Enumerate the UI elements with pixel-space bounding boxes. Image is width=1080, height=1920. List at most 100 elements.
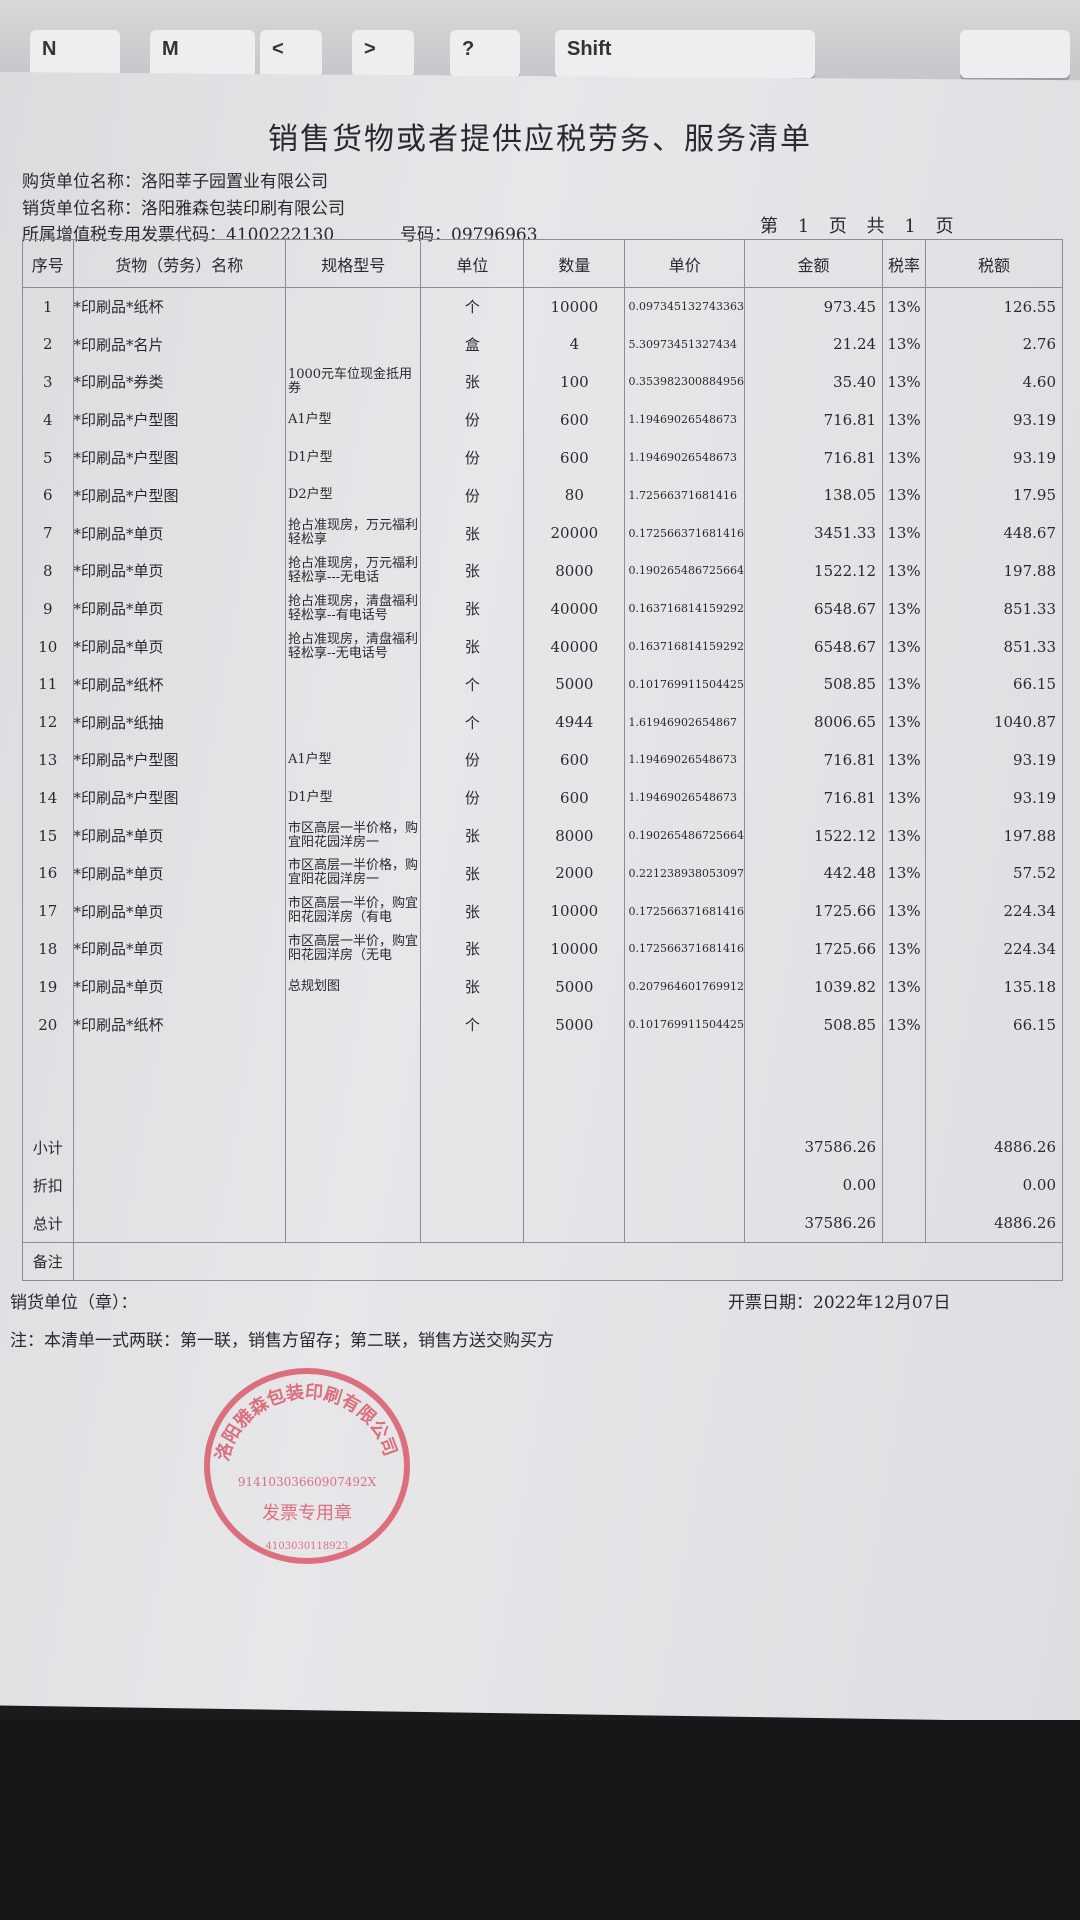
table-cell: 1.19469026548673 — [624, 778, 745, 817]
table-cell: 12 — [22, 703, 74, 742]
table-cell: 2 — [22, 325, 74, 364]
table-cell: 851.33 — [924, 627, 1064, 666]
table-cell: 21.24 — [743, 325, 883, 364]
summary-cell: 0.00 — [924, 1166, 1064, 1205]
remark-value — [72, 1241, 1064, 1281]
table-cell: 3451.33 — [743, 514, 883, 553]
table-cell: *印刷品*纸杯 — [72, 287, 286, 326]
table-cell: *印刷品*单页 — [72, 627, 286, 666]
seller-name: 销货单位名称：洛阳雅森包装印刷有限公司 — [22, 199, 345, 219]
key-greater-than: > — [352, 30, 414, 78]
table-cell: 1.19469026548673 — [624, 741, 745, 779]
table-cell: *印刷品*单页 — [72, 552, 286, 590]
column-header: 金额 — [743, 239, 883, 288]
table-cell: 10000 — [523, 287, 625, 326]
table-cell: 66.15 — [924, 665, 1064, 704]
table-cell: 1725.66 — [743, 930, 883, 968]
table-cell — [284, 287, 421, 326]
table-row: 13 *印刷品*户型图 A1户型份 600 1.19469026548673 716.81… — [22, 741, 1064, 779]
table-cell: 973.45 — [743, 287, 883, 326]
table-cell: 1039.82 — [743, 967, 883, 1006]
table-cell: 1.61946902654867 — [624, 703, 745, 742]
table-cell: 716.81 — [743, 438, 883, 477]
column-header: 税率 — [882, 239, 926, 288]
table-cell: *印刷品*纸抽 — [72, 703, 286, 742]
summary-cell — [284, 1166, 421, 1205]
table-cell: 0.163716814159292 — [624, 627, 745, 666]
table-cell: *印刷品*单页 — [72, 816, 286, 855]
table-cell: 126.55 — [924, 287, 1064, 326]
table-cell: 20000 — [523, 514, 625, 553]
key-up — [960, 30, 1070, 78]
summary-cell: 4886.26 — [924, 1128, 1064, 1167]
table-cell: 93.19 — [924, 741, 1064, 779]
table-row: 4 *印刷品*户型图 A1户型份 600 1.19469026548673 716.81 1… — [22, 400, 1064, 439]
table-cell: 5000 — [523, 967, 625, 1006]
table-cell: 8000 — [523, 816, 625, 855]
page-info: 第 1 页 共 1 页 — [760, 216, 954, 237]
table-cell: 1.19469026548673 — [624, 438, 745, 477]
table-cell: 600 — [523, 400, 625, 439]
table-cell: *印刷品*户型图 — [72, 476, 286, 515]
table-cell: D1户型 — [284, 438, 421, 477]
key-less-than: < — [260, 30, 322, 78]
table-cell: 张 — [420, 930, 524, 968]
table-cell: 13% — [882, 287, 926, 326]
table-cell: 224.34 — [924, 930, 1064, 968]
remark-row: 备注 — [22, 1241, 1064, 1281]
table-cell: 11 — [22, 665, 74, 704]
table-row: 6 *印刷品*户型图 D2户型份 80 1.72566371681416 138.05 13… — [22, 476, 1064, 515]
table-row: 1 *印刷品*纸杯 个 10000 0.097345132743363 973.45 13%… — [22, 287, 1064, 326]
table-cell: 5000 — [523, 1005, 625, 1044]
table-cell: 1 — [22, 287, 74, 326]
summary-cell: 37586.26 — [743, 1204, 883, 1243]
table-cell: 个 — [420, 1005, 524, 1044]
table-cell — [284, 325, 421, 364]
items-table: 序号 货物（劳务）名称 规格型号 单位 数量 单价 金额 税率 税额 1 *印刷品*纸杯个 1000… — [22, 239, 1064, 1281]
table-cell: 个 — [420, 665, 524, 704]
table-cell: 张 — [420, 589, 524, 628]
stamp-serial: 4103030118923 — [266, 1541, 349, 1552]
table-row: 8 *印刷品*单页 抢占准现房，万元福利轻松享---无电话张 8000 0.190265… — [22, 552, 1064, 590]
column-header: 单价 — [624, 239, 745, 288]
summary-cell — [882, 1204, 926, 1243]
table-cell: 0.190265486725664 — [624, 552, 745, 590]
table-cell: D2户型 — [284, 476, 421, 515]
sales-list-document: 销售货物或者提供应税劳务、服务清单 购货单位名称：洛阳莘子园置业有限公司 销货单… — [0, 72, 1080, 1722]
table-cell: 13% — [882, 363, 926, 401]
table-cell: A1户型 — [284, 741, 421, 779]
table-cell: 个 — [420, 703, 524, 742]
table-cell: 93.19 — [924, 778, 1064, 817]
table-cell: 2000 — [523, 854, 625, 893]
table-row: 20 *印刷品*纸杯 个 5000 0.101769911504425 508.85 13%… — [22, 1005, 1064, 1044]
table-cell: 4 — [523, 325, 625, 364]
table-cell: 13% — [882, 703, 926, 742]
summary-cell — [72, 1204, 286, 1243]
key-shift: Shift — [555, 30, 815, 78]
summary-row: 折扣 0.00 0.00 — [22, 1166, 1064, 1205]
key-question: ? — [450, 30, 520, 78]
key-m: M — [150, 30, 255, 78]
table-cell: 0.190265486725664 — [624, 816, 745, 855]
table-cell: 8006.65 — [743, 703, 883, 742]
table-cell: 600 — [523, 741, 625, 779]
table-row: 10 *印刷品*单页 抢占准现房，清盘福利轻松享--无电话号张 40000 0.1637… — [22, 627, 1064, 666]
table-cell: 0.172566371681416 — [624, 930, 745, 968]
table-cell: *印刷品*单页 — [72, 854, 286, 893]
table-cell: 16 — [22, 854, 74, 893]
table-cell: *印刷品*户型图 — [72, 400, 286, 439]
column-header: 税额 — [924, 239, 1064, 288]
column-header: 货物（劳务）名称 — [72, 239, 286, 288]
table-cell: D1户型 — [284, 778, 421, 817]
table-cell: 1.72566371681416 — [624, 476, 745, 515]
footnote: 注：本清单一式两联：第一联，销售方留存；第二联，销售方送交购买方 — [10, 1331, 554, 1351]
table-cell: 716.81 — [743, 741, 883, 779]
table-row: 14 *印刷品*户型图 D1户型份 600 1.19469026548673 716.81… — [22, 778, 1064, 817]
table-cell: 2.76 — [924, 325, 1064, 364]
table-cell — [284, 703, 421, 742]
table-cell: 57.52 — [924, 854, 1064, 893]
table-cell: 5 — [22, 438, 74, 477]
table-cell: *印刷品*纸杯 — [72, 665, 286, 704]
table-cell: 13% — [882, 1005, 926, 1044]
table-cell: 8 — [22, 552, 74, 590]
